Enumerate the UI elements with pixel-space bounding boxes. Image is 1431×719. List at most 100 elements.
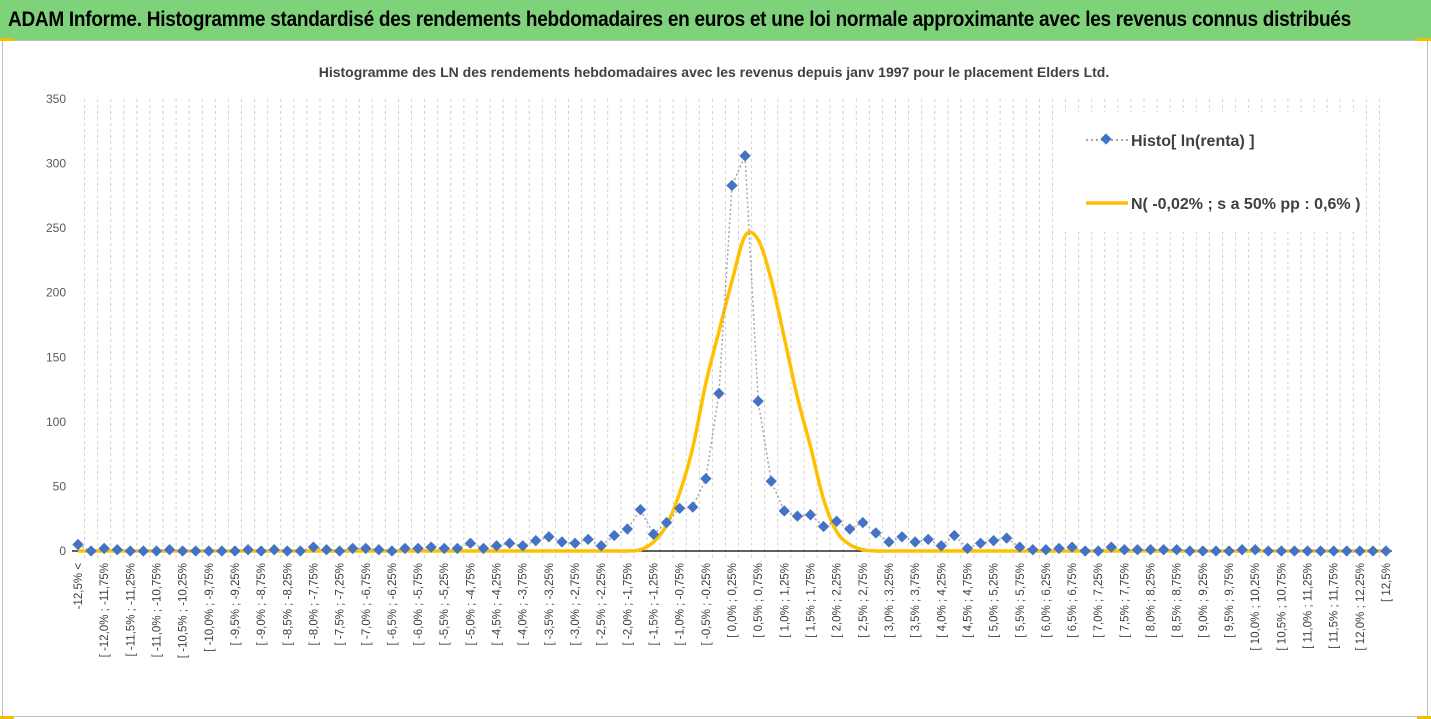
histogram-point xyxy=(726,179,738,192)
x-tick-label: [ 4,0% ; 4,25% xyxy=(936,563,948,638)
x-tick-label: [ -9,5% ; -9,25% xyxy=(230,563,242,645)
histogram-point xyxy=(242,544,254,556)
histogram-point xyxy=(176,545,189,557)
histogram-point xyxy=(1118,544,1131,556)
frame-corner-bottom-right xyxy=(1417,716,1431,719)
x-tick-label: [ 1,5% ; 1,75% xyxy=(805,563,817,638)
normal-curve-line xyxy=(78,230,1386,553)
histogram-point xyxy=(844,523,856,535)
x-tick-label: [ -9,0% ; -8,75% xyxy=(256,563,268,645)
histogram-point xyxy=(360,542,372,555)
x-tick-label: [ 0,5% ; 0,75% xyxy=(753,563,765,638)
x-tick-label: [ 2,5% ; 2,75% xyxy=(858,563,870,638)
x-tick-label: [ -11,0% ; -10,75% xyxy=(151,563,163,657)
x-tick-label: [ -4,5% ; -4,25% xyxy=(492,563,504,645)
histogram-point xyxy=(961,542,974,555)
histogram-point xyxy=(830,515,843,527)
x-tick-label: [ 3,5% ; 3,75% xyxy=(910,563,922,638)
histogram-point xyxy=(347,542,359,555)
histogram-point xyxy=(739,150,751,162)
x-tick-label: [ 2,0% ; 2,25% xyxy=(832,563,844,638)
x-tick-label: [ -5,0% ; -4,75% xyxy=(465,563,477,645)
x-tick-label: [ 5,5% ; 5,75% xyxy=(1015,563,1027,638)
series xyxy=(72,150,1392,557)
x-tick-label: [ -1,5% ; -1,25% xyxy=(649,563,661,645)
y-tick-label: 300 xyxy=(46,157,66,171)
histogram-point xyxy=(438,542,450,555)
histogram-point xyxy=(255,545,267,557)
histogram-point xyxy=(477,542,490,555)
histogram-point xyxy=(530,535,542,547)
legend-label-normal: N( -0,02% ; s a 50% pp : 0,6% ) xyxy=(1131,196,1360,213)
histogram-point xyxy=(647,528,660,540)
x-tick-label: [ -4,0% ; -3,75% xyxy=(518,563,530,645)
histogram-point xyxy=(1079,545,1091,557)
x-tick-label: [ -11,5% ; -11,25% xyxy=(125,563,137,657)
histogram-point xyxy=(857,516,869,529)
histogram-point xyxy=(294,545,307,557)
y-axis: 0 50 100 150 200 250 300 350 xyxy=(46,92,66,558)
histogram-point xyxy=(556,536,568,548)
histogram-point xyxy=(1014,541,1026,553)
histogram-point xyxy=(896,531,908,543)
x-tick-label: [ 12,0% ; 12,25% xyxy=(1355,563,1367,651)
histogram-point xyxy=(490,540,503,552)
histogram-point xyxy=(621,523,634,535)
histogram-point xyxy=(1027,544,1039,556)
histogram-point xyxy=(1223,545,1235,557)
histogram-point xyxy=(1092,545,1104,557)
legend[interactable]: Histo[ ln(renta) ] N( -0,02% ; s a 50% p… xyxy=(1058,112,1360,232)
x-tick-label: [ 3,0% ; 3,25% xyxy=(884,563,896,638)
histogram-point xyxy=(137,545,150,557)
histogram-point xyxy=(1236,544,1248,556)
y-tick-label: 0 xyxy=(59,544,66,558)
banner-title: ADAM Informe. Histogramme standardisé de… xyxy=(8,8,1351,31)
x-tick-label: [ -1,0% ; -0,75% xyxy=(675,563,687,645)
y-tick-label: 250 xyxy=(46,221,66,235)
histogram-point xyxy=(85,545,97,557)
histogram-point xyxy=(190,545,202,557)
histogram-point xyxy=(517,540,529,552)
histogram-point xyxy=(1001,532,1013,544)
histogram-point xyxy=(464,537,477,549)
histogram-point xyxy=(229,545,241,557)
histogram-point xyxy=(150,545,163,557)
histogram-point xyxy=(1380,545,1392,557)
x-tick-label: [ 7,5% ; 7,75% xyxy=(1119,563,1131,638)
histogram-point xyxy=(1105,541,1117,553)
frame-corner-top-right xyxy=(1417,38,1431,41)
x-tick-label: [ -8,0% ; -7,75% xyxy=(308,563,320,645)
histogram-point xyxy=(333,545,346,557)
x-tick-label: [ 4,5% ; 4,75% xyxy=(962,563,974,638)
histogram-point xyxy=(870,527,882,539)
histogram-point xyxy=(1040,544,1052,556)
chart-title: Histogramme des LN des rendements hebdom… xyxy=(319,64,1110,80)
x-tick-label: [ -10,0% ; -9,75% xyxy=(204,563,216,652)
histogram-point xyxy=(386,545,398,557)
histogram-point xyxy=(569,537,581,549)
histogram-point xyxy=(1144,544,1157,556)
histogram-point xyxy=(817,520,830,533)
histogram-point xyxy=(804,509,817,521)
legend-label-histo: Histo[ ln(renta) ] xyxy=(1131,133,1255,150)
histogram-point xyxy=(974,537,987,549)
histogram-point xyxy=(1314,545,1327,557)
histogram-point xyxy=(909,536,921,548)
chart-frame xyxy=(2,40,1428,717)
histogram-point xyxy=(1131,544,1144,556)
histogram-point xyxy=(765,475,777,487)
histogram-point xyxy=(922,533,934,546)
frame-corner-top-left xyxy=(0,38,14,41)
histogram-point xyxy=(216,545,228,557)
x-tick-label: [ -12,0% ; -11,75% xyxy=(99,563,111,657)
histogram-point xyxy=(1249,544,1261,556)
x-tick-label: [ 9,5% ; 9,75% xyxy=(1224,563,1236,638)
y-tick-label: 200 xyxy=(46,286,66,300)
x-tick-label: [ -7,0% ; -6,75% xyxy=(361,563,373,645)
histogram-point xyxy=(883,536,895,548)
histogram-point xyxy=(543,531,555,543)
banner: ADAM Informe. Histogramme standardisé de… xyxy=(0,0,1431,40)
histogram-point xyxy=(1341,545,1353,557)
histogram-point xyxy=(1197,545,1209,557)
